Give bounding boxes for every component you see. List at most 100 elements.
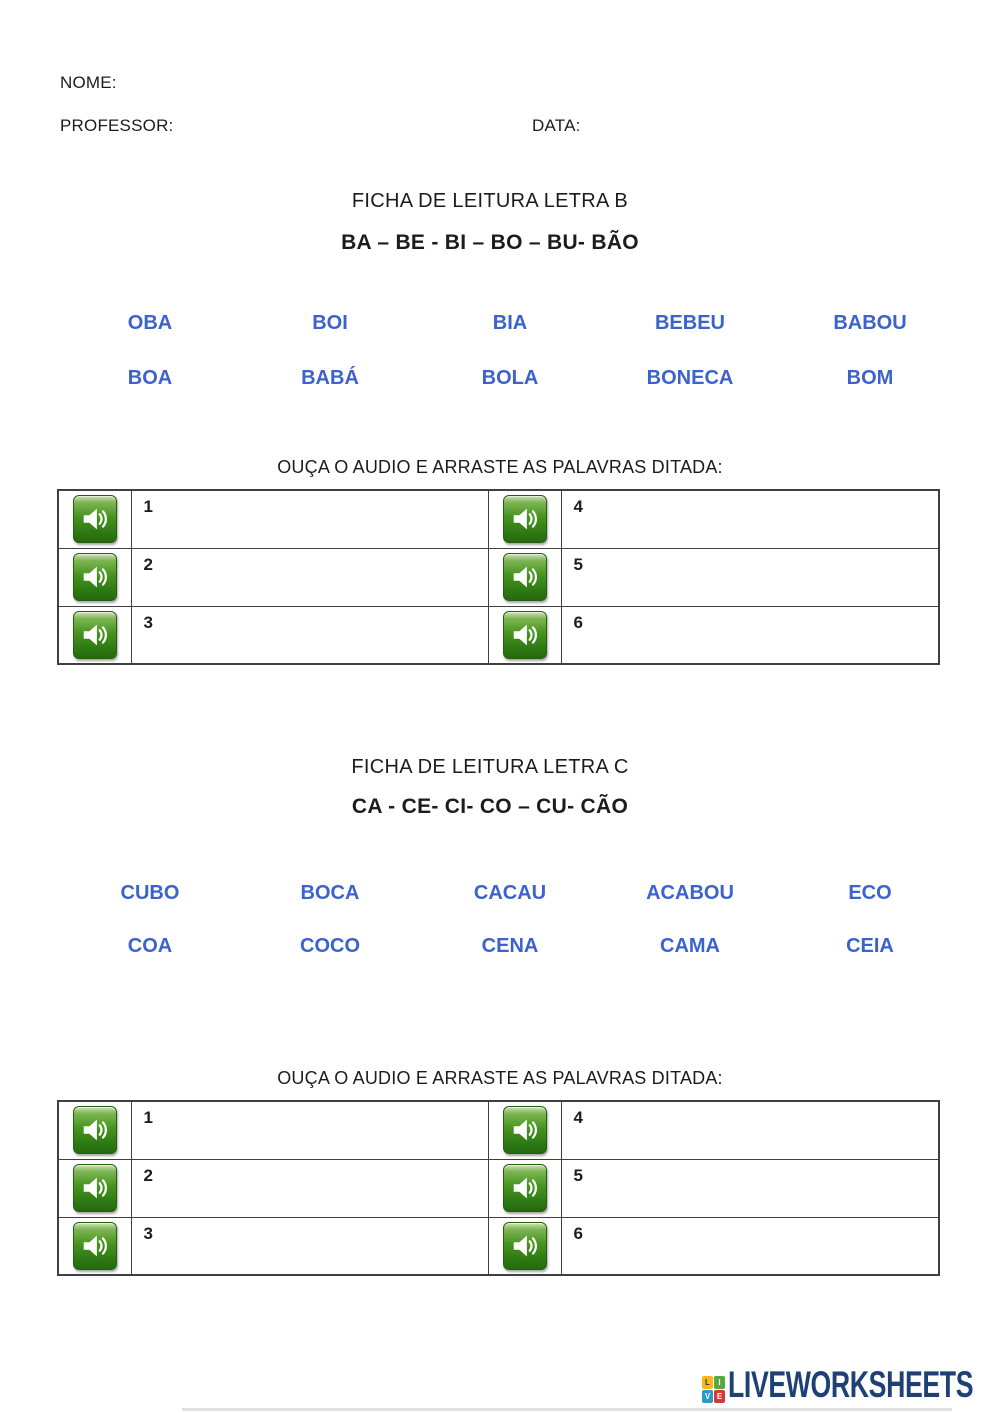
audio-cell [487,1216,562,1276]
table-row: 2 5 [57,547,940,607]
audio-play-button[interactable] [502,610,547,659]
audio-play-button[interactable] [502,552,547,601]
speaker-icon [83,508,107,530]
section-b-title: FICHA DE LEITURA LETRA B [351,190,629,212]
section-b-instruction: OUÇA O AUDIO E ARRASTE AS PALAVRAS DITAD… [277,457,723,477]
audio-play-button[interactable] [502,495,547,543]
draggable-word[interactable]: BEBEU [654,312,725,334]
table-row: 3 6 [57,1216,940,1276]
slot-number: 5 [573,554,583,574]
table-row: 1 4 [57,489,940,549]
audio-play-button[interactable] [72,552,117,601]
audio-play-button[interactable] [72,610,117,659]
audio-cell [57,547,132,607]
draggable-word[interactable]: CEIA [846,935,894,957]
liveworksheets-wordmark[interactable]: LIVEWORKSHEETS [728,1364,974,1405]
answer-slot[interactable]: 5 [560,547,940,607]
audio-table-c: 1 4 2 [57,1100,940,1276]
audio-play-button[interactable] [72,1221,117,1270]
audio-play-button[interactable] [502,1106,547,1154]
speaker-icon [83,1177,107,1198]
draggable-word[interactable]: BOCA [300,882,360,904]
audio-cell [487,547,562,607]
speaker-icon [513,624,537,645]
draggable-word[interactable]: CACAU [473,882,547,904]
slot-number: 3 [143,612,153,632]
nome-label: NOME: [60,73,117,92]
liveworksheets-logo-icon[interactable]: L I V E [702,1376,725,1403]
speaker-icon [83,624,107,645]
answer-slot[interactable]: 2 [130,547,489,607]
slot-number: 2 [143,1165,153,1185]
cut-off-element-edge [182,1408,952,1411]
audio-play-button[interactable] [502,1221,547,1270]
logo-tile-i: I [714,1376,725,1389]
answer-slot[interactable]: 6 [560,605,940,665]
audio-table-b: 1 4 2 [57,489,940,665]
draggable-word[interactable]: CUBO [120,882,180,904]
draggable-word[interactable]: BONECA [646,367,734,389]
speaker-icon [513,1235,537,1256]
draggable-word[interactable]: ACABOU [646,882,734,904]
audio-cell [487,1100,562,1160]
slot-number: 3 [143,1223,153,1243]
table-row: 1 4 [57,1100,940,1160]
answer-slot[interactable]: 5 [560,1158,940,1218]
draggable-word[interactable]: BABOU [833,312,907,334]
table-row: 2 5 [57,1158,940,1218]
answer-slot[interactable]: 6 [560,1216,940,1276]
audio-cell [57,489,132,549]
speaker-icon [513,566,537,587]
audio-play-button[interactable] [72,1163,117,1212]
draggable-word[interactable]: BABÁ [301,367,359,389]
draggable-word[interactable]: CAMA [660,935,720,957]
draggable-word[interactable]: COA [127,935,173,957]
audio-cell [57,1216,132,1276]
slot-number: 4 [573,1108,583,1127]
section-b-word-bank: OBA BOI BIA BEBEU BABOU BOA BABÁ BOLA BO… [60,311,960,390]
speaker-icon [513,508,537,530]
professor-label: PROFESSOR: [60,116,174,135]
draggable-word[interactable]: OBA [127,312,173,334]
draggable-word[interactable]: BOA [127,367,173,389]
speaker-icon [83,1235,107,1256]
answer-slot[interactable]: 3 [130,1216,489,1276]
answer-slot[interactable]: 4 [560,1100,940,1160]
slot-number: 6 [573,612,583,632]
slot-number: 1 [143,1108,153,1127]
speaker-icon [83,566,107,587]
audio-play-button[interactable] [72,1106,117,1154]
logo-tile-e: E [714,1390,725,1403]
audio-play-button[interactable] [502,1163,547,1212]
section-c-title: FICHA DE LEITURA LETRA C [351,756,629,778]
audio-cell [57,605,132,665]
slot-number: 6 [573,1223,583,1243]
audio-cell [487,489,562,549]
answer-slot[interactable]: 1 [130,1100,489,1160]
audio-play-button[interactable] [72,495,117,543]
audio-cell [57,1100,132,1160]
draggable-word[interactable]: CENA [481,935,539,957]
draggable-word[interactable]: BOM [846,367,894,389]
logo-tile-v: V [702,1390,713,1403]
draggable-word[interactable]: COCO [300,935,360,957]
data-label: DATA: [532,116,581,135]
speaker-icon [513,1177,537,1198]
draggable-word[interactable]: BOLA [481,367,539,389]
section-b-syllables: BA – BE - BI – BO – BU- BÃO [341,231,639,254]
answer-slot[interactable]: 3 [130,605,489,665]
logo-tile-l: L [702,1376,713,1389]
draggable-word[interactable]: BOI [312,312,348,334]
speaker-icon [513,1119,537,1141]
draggable-word[interactable]: ECO [848,882,892,904]
answer-slot[interactable]: 4 [560,489,940,549]
draggable-word[interactable]: BIA [492,312,528,334]
answer-slot[interactable]: 1 [130,489,489,549]
answer-slot[interactable]: 2 [130,1158,489,1218]
slot-number: 2 [143,554,153,574]
audio-cell [487,605,562,665]
table-row: 3 6 [57,605,940,665]
section-c-syllables: CA - CE- CI- CO – CU- CÃO [351,795,629,818]
section-c-word-bank: CUBO BOCA CACAU ACABOU ECO COA COCO CENA… [60,881,960,958]
